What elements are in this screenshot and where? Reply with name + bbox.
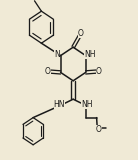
Text: NH: NH — [84, 50, 95, 59]
Text: O: O — [45, 67, 51, 76]
Text: O: O — [78, 29, 83, 38]
Text: HN: HN — [54, 100, 65, 109]
Text: N: N — [54, 50, 60, 59]
Text: NH: NH — [81, 100, 93, 109]
Text: O: O — [96, 67, 101, 76]
Text: O: O — [96, 125, 102, 134]
